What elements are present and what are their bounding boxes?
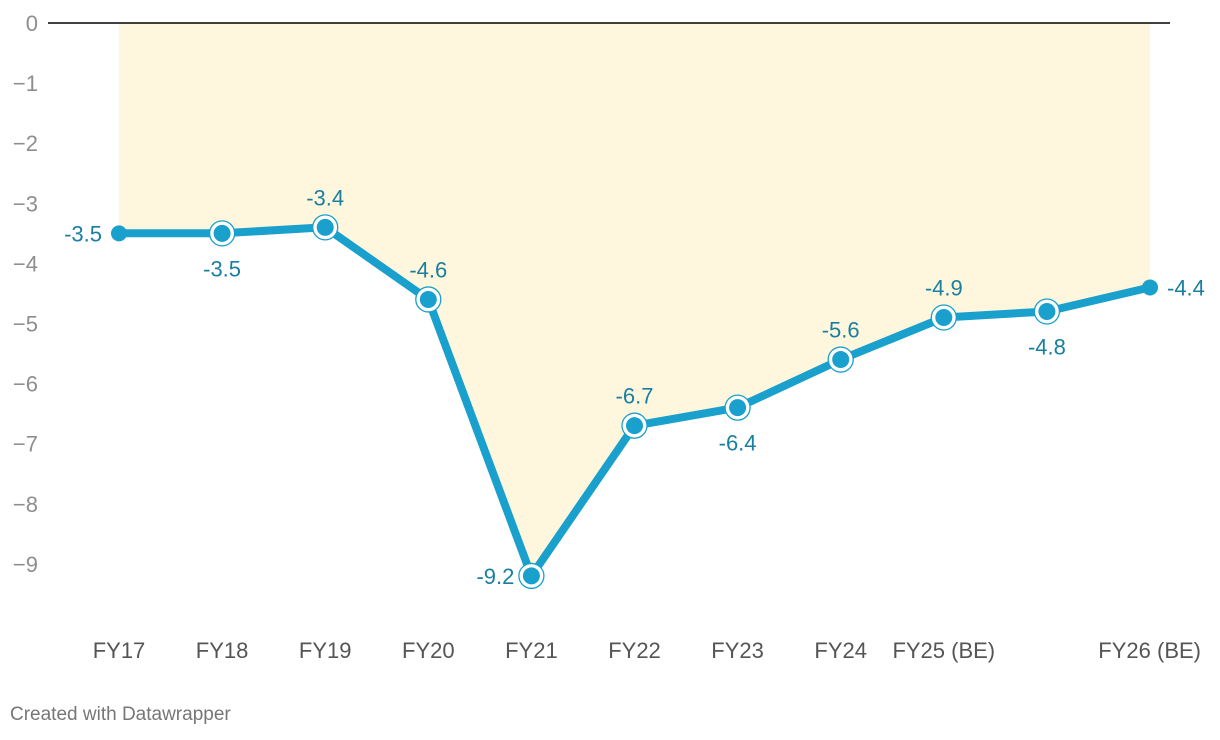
y-tick-label: −3 [13, 191, 38, 216]
x-tick-label: FY17 [93, 638, 146, 663]
y-tick-label: −4 [13, 251, 38, 276]
x-tick-label: FY25 (BE) [892, 638, 995, 663]
x-tick-label: FY23 [711, 638, 764, 663]
y-tick-label: −5 [13, 312, 38, 337]
data-label: -4.9 [925, 275, 963, 300]
data-label: -3.5 [64, 221, 102, 246]
data-label-layer: -3.5 -3.5 -3.4 -4.6 -9.2 -6.7 -6.4 -5.6 -4.9 -4.8… [64, 185, 1205, 589]
data-point [415, 286, 442, 313]
x-tick-label: FY26 (BE) [1098, 638, 1201, 663]
line-chart: 0 −1 −2 −3 −4 −5 −6 −7 −8 −9 -3.5 -3.5 -3.4 -4.6 -9.2… [13, 11, 1205, 663]
data-label: -6.7 [616, 384, 654, 409]
data-point [518, 562, 545, 590]
y-tick-label: −8 [13, 492, 38, 517]
data-point [621, 412, 648, 439]
y-tick-label: −6 [13, 372, 38, 397]
x-tick-label: FY22 [608, 638, 661, 663]
data-label: -4.6 [409, 257, 447, 282]
y-tick-label: −9 [13, 552, 38, 577]
data-point [208, 220, 236, 247]
x-tick-label: FY21 [505, 638, 558, 663]
x-tick-label: FY24 [814, 638, 867, 663]
data-label: -3.4 [306, 185, 344, 210]
data-label: -4.8 [1028, 334, 1066, 359]
data-point [312, 214, 339, 241]
data-label: -5.6 [822, 318, 860, 343]
data-label: -3.5 [203, 256, 241, 281]
y-axis: 0 −1 −2 −3 −4 −5 −6 −7 −8 −9 [13, 11, 1170, 577]
data-point [827, 346, 854, 373]
x-tick-label: FY19 [299, 638, 352, 663]
x-tick-label: FY18 [196, 638, 249, 663]
area-fill [119, 23, 1150, 576]
data-point-layer [111, 214, 1158, 590]
data-point [1142, 279, 1158, 296]
x-axis: FY17 FY18 FY19 FY20 FY21 FY22 FY23 FY24 FY25 (BE… [93, 638, 1201, 663]
y-tick-label: −7 [13, 432, 38, 457]
data-point [724, 394, 751, 421]
credit-text: Created with Datawrapper [10, 704, 231, 725]
y-tick-label: −1 [13, 71, 38, 96]
data-label: -6.4 [719, 431, 757, 456]
area-fill-layer [119, 23, 1150, 576]
data-point [111, 225, 127, 242]
data-label: -4.4 [1167, 275, 1205, 300]
y-tick-label: −2 [13, 131, 38, 156]
data-point [1033, 298, 1061, 325]
y-tick-label: 0 [26, 11, 38, 36]
data-label: -9.2 [476, 564, 514, 589]
data-point [930, 304, 957, 331]
x-tick-label: FY20 [402, 638, 455, 663]
